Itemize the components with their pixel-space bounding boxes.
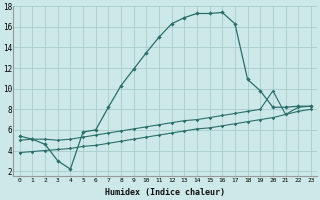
X-axis label: Humidex (Indice chaleur): Humidex (Indice chaleur) xyxy=(105,188,225,197)
